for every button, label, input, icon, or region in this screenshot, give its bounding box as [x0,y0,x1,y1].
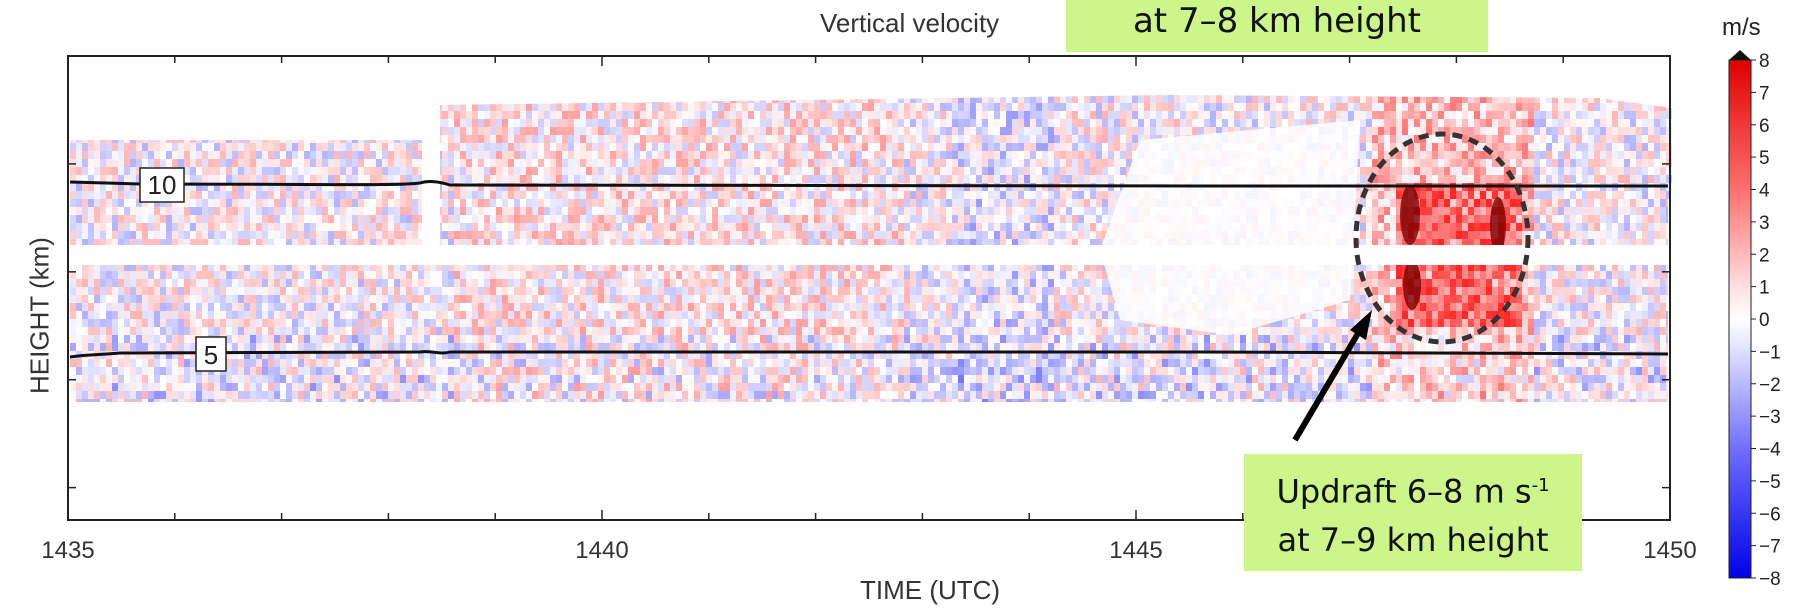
data-gap-column [422,100,440,250]
colorbar-tick-label: 1 [1759,278,1770,299]
x-tick-label: 1435 [41,537,94,564]
colorbar [1729,60,1751,578]
x-tick-label: 1450 [1643,537,1696,564]
y-axis-label: HEIGHT (km) [25,236,56,396]
colorbar-tick-label: 0 [1759,310,1770,331]
contour-label-5: 5 [204,340,218,370]
colorbar-tick-label: 3 [1759,213,1770,234]
colorbar-tick-label: −5 [1759,472,1781,493]
title-highlight: at 7–8 km height [1066,0,1488,52]
colorbar-tick-label: −1 [1759,342,1781,363]
colorbar-tick-label: −3 [1759,407,1781,428]
colorbar-tick-label: 6 [1759,116,1770,137]
data-gap-region [1100,120,1360,335]
colorbar-tick-label: 8 [1759,51,1770,72]
colorbar-ticks: 8 7 6 5 4 3 2 1 0 −1 −2 −3 −4 −5 −6 −7 −8 [1751,51,1781,590]
colorbar-tick-label: 5 [1759,148,1770,169]
x-tick-label: 1445 [1109,537,1162,564]
chart-title: Vertical velocity [820,8,999,39]
data-gap-band [70,245,1670,265]
annotation-superscript: -1 [1532,475,1550,496]
colorbar-tick-label: −8 [1759,569,1781,590]
colorbar-tick-label: 2 [1759,245,1770,266]
colorbar-unit: m/s [1722,14,1761,42]
colorbar-tick-label: −2 [1759,375,1781,396]
colorbar-tick-label: 7 [1759,83,1770,104]
annotation-line1: Updraft 6–8 m s [1276,473,1531,511]
colorbar-tick-label: −6 [1759,504,1781,525]
colorbar-tick-label: −7 [1759,537,1781,558]
colorbar-tick-label: −4 [1759,440,1781,461]
x-tick-label: 1440 [575,537,628,564]
contour-label-10: 10 [148,170,177,200]
colorbar-tick-label: 4 [1759,181,1770,202]
colorbar-extend-arrow [1729,50,1751,60]
x-axis-label: TIME (UTC) [860,575,1000,606]
updraft-annotation: Updraft 6–8 m s-1 at 7–9 km height [1244,454,1582,571]
annotation-line2: at 7–9 km height [1244,516,1582,564]
